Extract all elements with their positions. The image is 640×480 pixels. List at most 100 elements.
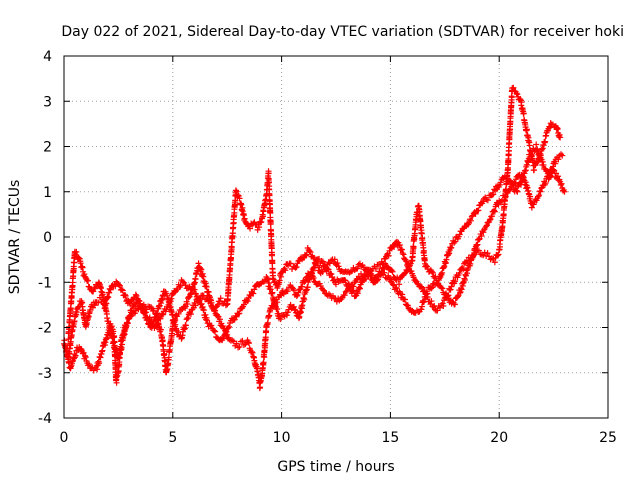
- x-tick-label: 15: [381, 430, 399, 446]
- data-point: [389, 281, 396, 288]
- data-point: [179, 278, 186, 285]
- data-point: [428, 268, 435, 275]
- data-point: [276, 313, 283, 320]
- data-point: [555, 156, 562, 163]
- data-point: [245, 339, 252, 346]
- data-point: [438, 284, 445, 291]
- data-point: [316, 264, 323, 271]
- data-point: [292, 264, 299, 271]
- data-point: [245, 340, 252, 347]
- y-tick-label: -3: [38, 366, 52, 382]
- data-point: [540, 161, 547, 168]
- data-point: [265, 170, 272, 177]
- data-point: [212, 328, 219, 335]
- data-point: [372, 265, 379, 272]
- data-point: [247, 225, 254, 232]
- data-point: [557, 134, 564, 141]
- data-point: [561, 188, 568, 195]
- data-point: [486, 217, 493, 224]
- data-point: [250, 290, 257, 297]
- y-tick-label: -1: [38, 275, 52, 291]
- data-point: [342, 288, 349, 295]
- data-point: [559, 152, 566, 159]
- data-point: [557, 181, 564, 188]
- data-point: [127, 300, 134, 307]
- data-point: [269, 259, 276, 266]
- data-point: [501, 196, 508, 203]
- data-point: [494, 252, 501, 259]
- data-point: [325, 266, 332, 273]
- data-point: [217, 295, 224, 302]
- data-point: [444, 292, 451, 299]
- data-point: [113, 379, 120, 386]
- data-point: [200, 292, 207, 299]
- x-tick-label: 20: [490, 430, 508, 446]
- data-point: [276, 277, 283, 284]
- data-point: [542, 138, 549, 145]
- data-point: [208, 322, 215, 329]
- data-point: [483, 223, 490, 230]
- data-point: [193, 291, 200, 298]
- data-point: [423, 262, 430, 269]
- data-point: [168, 295, 175, 302]
- data-point: [233, 340, 240, 347]
- data-point: [153, 324, 160, 331]
- data-point: [451, 301, 458, 308]
- data-point: [497, 179, 504, 186]
- data-point: [122, 292, 129, 299]
- data-point: [389, 268, 396, 275]
- data-point: [467, 217, 474, 224]
- data-point: [374, 276, 381, 283]
- data-point: [349, 267, 356, 274]
- data-point: [72, 352, 79, 359]
- data-point: [94, 366, 101, 373]
- x-tick-label: 25: [599, 430, 617, 446]
- data-point: [208, 302, 215, 309]
- data-point: [223, 328, 230, 335]
- data-point: [500, 175, 507, 182]
- data-point: [528, 204, 535, 211]
- data-point: [258, 219, 265, 226]
- data-point: [475, 207, 482, 214]
- data-point: [159, 311, 166, 318]
- data-point: [326, 260, 333, 267]
- data-point: [396, 241, 403, 248]
- data-point: [366, 270, 373, 277]
- data-point: [96, 360, 103, 367]
- data-point: [175, 310, 182, 317]
- y-axis-label: SDTVAR / TECUs: [7, 180, 23, 295]
- data-point: [191, 286, 198, 293]
- data-point: [236, 195, 243, 202]
- data-point: [184, 301, 191, 308]
- data-point: [124, 320, 131, 327]
- data-point: [293, 293, 300, 300]
- data-point: [514, 188, 521, 195]
- data-point: [534, 159, 541, 166]
- data-point: [448, 244, 455, 251]
- data-point: [399, 246, 406, 253]
- data-point: [233, 188, 240, 195]
- data-point: [291, 306, 298, 313]
- data-point: [472, 210, 479, 217]
- data-point: [396, 281, 403, 288]
- data-point: [347, 268, 354, 275]
- data-point: [214, 301, 221, 308]
- data-point: [132, 291, 139, 298]
- data-point: [342, 277, 349, 284]
- data-point: [350, 287, 357, 294]
- data-point: [510, 84, 517, 91]
- data-point: [260, 278, 267, 285]
- data-point: [333, 281, 339, 288]
- data-points: [61, 84, 568, 392]
- data-point: [182, 322, 189, 329]
- data-point: [336, 278, 343, 285]
- data-point: [192, 302, 199, 309]
- data-point: [266, 280, 273, 287]
- data-point: [306, 248, 313, 255]
- data-point: [429, 284, 436, 291]
- data-point: [539, 158, 546, 165]
- data-point: [285, 306, 292, 313]
- data-point: [157, 326, 164, 333]
- data-point: [256, 224, 263, 231]
